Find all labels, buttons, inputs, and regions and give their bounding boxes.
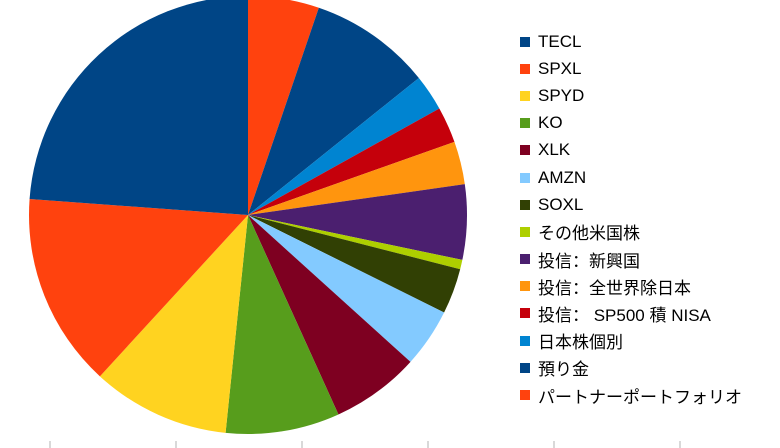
legend-label: SPXL [538,58,582,78]
legend-swatch [520,335,530,346]
legend-swatch [520,36,530,47]
pie-slice [248,215,463,270]
legend-label: TECL [538,31,582,51]
pie-slice [248,215,411,415]
legend-swatch [520,390,530,401]
pie-slice [248,184,467,260]
pie-slice [29,0,248,215]
legend-swatch [520,308,530,319]
legend-swatch [520,226,530,237]
legend-swatch [520,362,530,373]
legend-label: 投信： SP500 積 NISA [538,305,711,325]
legend-item: SPYD [520,82,742,109]
legend-label: 預り金 [538,360,589,380]
legend-swatch [520,118,530,129]
pie-slice [28,199,248,377]
pie-slice [248,215,461,313]
pie-slice [248,215,445,362]
pie-chart [28,0,467,434]
legend-swatch [520,172,530,183]
legend-swatch [520,63,530,74]
legend-item: 投信：全世界除日本 [520,273,742,300]
legend-label: その他米国株 [538,224,640,244]
legend-item: その他米国株 [520,218,742,245]
legend-label: 投信：全世界除日本 [538,278,691,298]
legend-item: 預り金 [520,354,742,381]
legend-item: KO [520,110,742,137]
legend-label: 投信：新興国 [538,251,640,271]
legend-label: SPYD [538,85,585,105]
pie-slice [248,141,465,215]
legend-swatch [520,281,530,292]
pie-slice [248,108,455,215]
legend-label: SOXL [538,194,584,214]
pie-slice [225,215,339,434]
legend-item: SPXL [520,55,742,82]
pie-slice [248,78,440,215]
legend-label: 日本株個別 [538,333,623,353]
pie-slice [99,215,249,433]
legend-item: XLK [520,137,742,164]
legend-label: KO [538,113,563,133]
legend-item: SOXL [520,191,742,218]
pie-slice [248,7,419,215]
legend-swatch [520,199,530,210]
legend-label: AMZN [538,167,587,187]
legend-item: TECL [520,28,742,55]
legend-item: 投信：新興国 [520,246,742,273]
legend-label: パートナーポートフォリオ [538,387,742,407]
legend-item: 日本株個別 [520,327,742,354]
chart-legend: TECL SPXL SPYD KO XLK AMZN SOXL その他米国株 投… [520,28,742,409]
pie-slice [248,0,319,215]
legend-swatch [520,145,530,156]
legend-swatch [520,90,530,101]
legend-item: AMZN [520,164,742,191]
legend-swatch [520,254,530,265]
legend-item: 投信： SP500 積 NISA [520,300,742,327]
legend-label: XLK [538,140,571,160]
legend-item: パートナーポートフォリオ [520,381,742,408]
